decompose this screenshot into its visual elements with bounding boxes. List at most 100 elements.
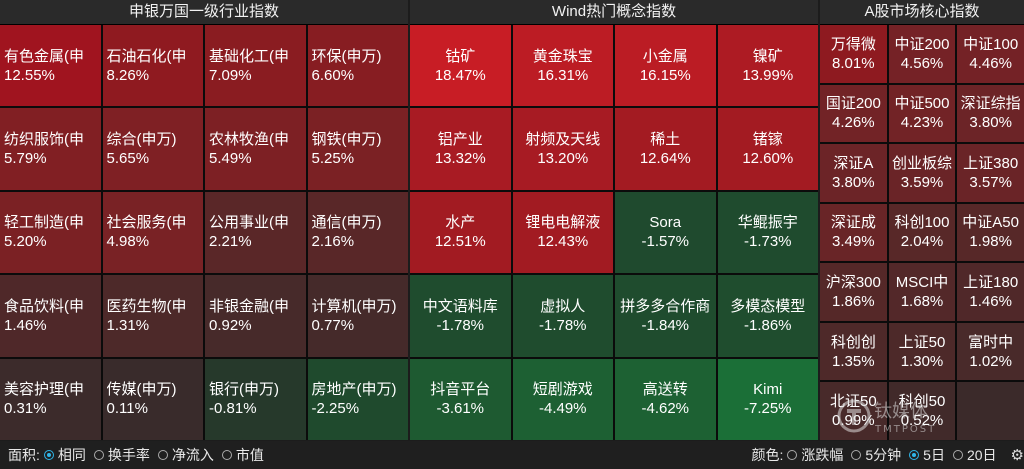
treemap-tile[interactable]: 创业板综 3.59% [888,144,956,202]
treemap-tile[interactable]: 抖音平台 -3.61% [410,358,511,440]
tile-change-pct: -0.81% [209,400,257,418]
tile-name: 农林牧渔(申 [209,131,289,149]
treemap-tile[interactable]: 社会服务(申 4.98% [102,191,203,274]
tile-change-pct: 1.98% [969,233,1012,251]
treemap-tile[interactable]: 中文语料库 -1.78% [410,275,511,357]
treemap-tile[interactable]: 美容护理(申 0.31% [0,358,101,440]
tile-name: 多模态模型 [730,297,806,315]
treemap-tile[interactable]: 深证A 3.80% [820,144,887,202]
treemap-tile[interactable]: 锂电电解液 12.43% [512,191,613,274]
treemap-tile[interactable]: 多模态模型 -1.86% [717,275,818,357]
color-option[interactable]: 20日 [952,445,997,465]
treemap-tile[interactable]: 上证180 1.46% [957,263,1024,321]
treemap-tile[interactable]: 国证200 4.26% [820,84,887,143]
treemap-tile[interactable]: 拼多多合作商 -1.84% [615,275,716,357]
treemap-tile[interactable]: 万得微 8.01% [820,25,887,83]
tile-name: 上证380 [963,154,1019,172]
tile-name: 水产 [445,214,476,232]
area-option[interactable]: 净流入 [157,445,214,465]
treemap-tile[interactable]: 基础化工(申 7.09% [205,25,306,107]
tile-change-pct: 3.49% [832,233,875,251]
treemap-tile[interactable]: 农林牧渔(申 5.49% [205,108,306,190]
treemap-tile[interactable]: 科创50 0.52% [888,382,956,440]
area-option-label: 换手率 [107,447,150,463]
tile-name: 北证50 [829,393,877,411]
tile-name: 小金属 [642,47,688,65]
area-option[interactable]: 市值 [221,445,264,465]
treemap-tile[interactable]: 有色金属(申 12.55% [0,25,101,107]
treemap-tile[interactable]: 公用事业(申 2.21% [205,191,306,274]
treemap-tile[interactable]: 华鲲振宇 -1.73% [717,191,818,274]
treemap-tile[interactable]: 黄金珠宝 16.31% [512,25,613,107]
panel-title: Wind热门概念指数 [410,0,818,25]
treemap-tile[interactable]: 上证380 3.57% [957,144,1024,202]
treemap-tile[interactable]: 综合(申万) 5.65% [102,108,203,190]
tile-name: 银行(申万) [209,381,279,399]
treemap-tile[interactable]: 石油石化(申 8.26% [102,25,203,107]
treemap-tile[interactable]: 科创100 2.04% [888,203,956,262]
treemap-tile[interactable]: 短剧游戏 -4.49% [512,358,613,440]
treemap-tile[interactable]: 医药生物(申 1.31% [102,275,203,357]
treemap-tile[interactable]: 水产 12.51% [410,191,511,274]
radio-icon [93,450,104,460]
treemap-tile[interactable]: 传媒(申万) 0.11% [102,358,203,440]
area-option-group: 面积: 相同 换手率 净流入 市值 [0,445,272,465]
tile-name: 非银金融(申 [209,297,289,315]
color-option-label: 5日 [923,447,945,463]
treemap-tile[interactable]: 中证A50 1.98% [957,203,1024,262]
treemap-tile[interactable]: 通信(申万) 2.16% [307,191,408,274]
treemap-tile[interactable]: MSCI中 1.68% [888,263,956,321]
treemap-tile[interactable]: 计算机(申万) 0.77% [307,275,408,357]
tile-change-pct: 1.46% [969,293,1012,311]
treemap-tile[interactable]: Sora -1.57% [615,191,716,274]
tile-change-pct: 8.26% [106,66,150,84]
treemap-tile[interactable]: 科创创 1.35% [820,322,887,381]
tile-name: 华鲲振宇 [737,214,798,232]
tile-name: 医药生物(申 [106,297,187,315]
tile-name: 美容护理(申 [4,381,84,399]
area-option[interactable]: 相同 [43,445,86,465]
treemap-tile[interactable]: 北证50 0.99% [820,382,887,440]
treemap-tile[interactable]: 银行(申万) -0.81% [205,358,306,440]
tile-change-pct: 8.01% [832,54,875,72]
treemap-tile[interactable]: 中证100 4.46% [957,25,1024,83]
treemap-tile[interactable]: 轻工制造(申 5.20% [0,191,101,274]
treemap-tile[interactable]: 深证成 3.49% [820,203,887,262]
color-option[interactable]: 5分钟 [851,445,901,465]
tile-change-pct: 4.56% [900,54,944,72]
treemap-tile[interactable]: Kimi -7.25% [717,358,818,440]
treemap-tile[interactable]: 中证200 4.56% [888,25,956,83]
treemap-tile[interactable]: 沪深300 1.86% [820,263,887,321]
treemap-tile[interactable]: 非银金融(申 0.92% [205,275,306,357]
gear-icon[interactable]: ⚙ [1010,447,1024,464]
color-option[interactable]: 5日 [909,445,945,465]
treemap-tile[interactable]: 房地产(申万) -2.25% [307,358,408,440]
treemap-tile[interactable]: 富时中 1.02% [957,322,1024,381]
tile-name: 镍矿 [752,47,783,65]
tile-change-pct: 12.51% [434,233,486,251]
treemap-tile[interactable]: 中证500 4.23% [888,84,956,143]
treemap-tile[interactable]: 虚拟人 -1.78% [512,275,613,357]
tile-change-pct: 5.49% [209,150,252,168]
treemap-tile[interactable]: 小金属 16.15% [615,25,716,107]
treemap-tile[interactable]: 高送转 -4.62% [615,358,716,440]
tile-name: 科创50 [898,393,946,411]
treemap-tile[interactable]: 纺织服饰(申 5.79% [0,108,101,190]
treemap-tile[interactable]: 射频及天线 13.20% [512,108,613,190]
tile-change-pct: -1.78% [538,316,587,334]
treemap-tile[interactable]: 上证50 1.30% [888,322,956,381]
radio-icon [221,450,232,460]
panel-a-share-core: A股市场核心指数 万得微 8.01% 中证200 4.56% 中证100 4.46% 国证2… [820,0,1024,440]
treemap-tile[interactable]: 深证综指 3.80% [957,84,1024,143]
treemap-tile[interactable]: 钢铁(申万) 5.25% [307,108,408,190]
treemap-tile[interactable]: 铝产业 13.32% [410,108,511,190]
color-option[interactable]: 涨跌幅 [787,445,843,465]
area-option[interactable]: 换手率 [93,445,150,465]
treemap-tile[interactable]: 钴矿 18.47% [410,25,511,107]
tile-change-pct: -3.61% [436,400,485,418]
treemap-tile[interactable]: 食品饮料(申 1.46% [0,275,101,357]
treemap-tile[interactable]: 镍矿 13.99% [717,25,818,107]
treemap-tile[interactable]: 锗镓 12.60% [717,108,818,190]
treemap-tile[interactable]: 环保(申万) 6.60% [307,25,408,107]
treemap-tile[interactable]: 稀土 12.64% [615,108,716,190]
